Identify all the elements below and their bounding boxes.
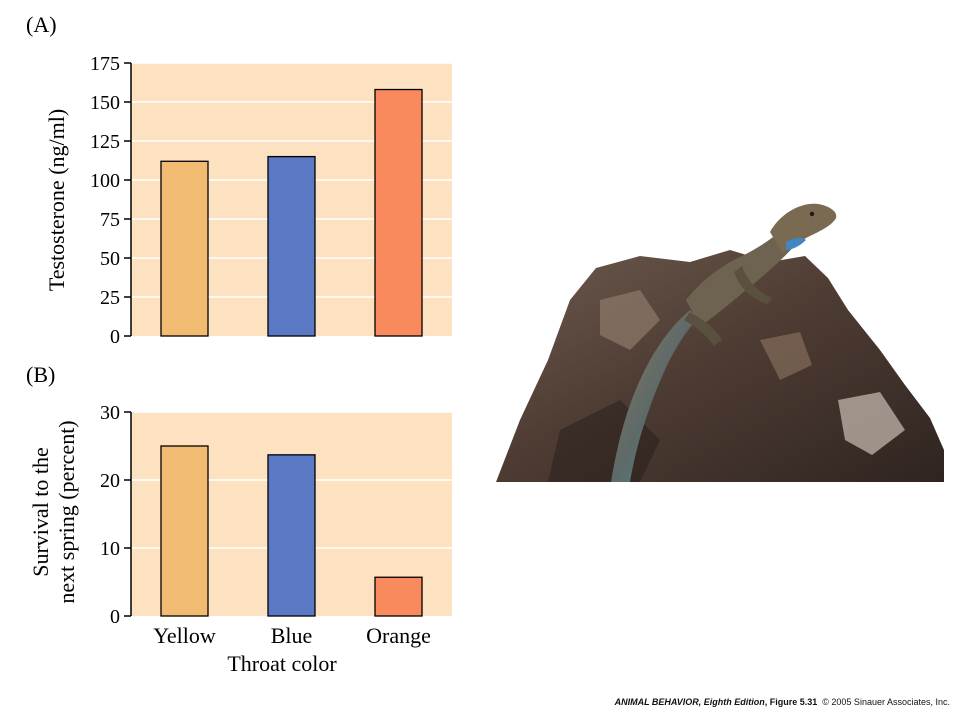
lizard-hind-leg <box>684 312 722 346</box>
y-tick-label: 100 <box>90 170 120 192</box>
bar-yellow <box>160 160 209 337</box>
bars-a <box>160 88 423 337</box>
rock-highlight <box>838 392 905 455</box>
x-tick-label: Yellow <box>153 623 216 648</box>
y-tick-label: 0 <box>110 606 120 628</box>
figure-credit: ANIMAL BEHAVIOR, Eighth Edition, Figure … <box>560 697 950 707</box>
y-tick-label: 175 <box>90 53 120 75</box>
y-axis-title-a: Testosterone (ng/ml) <box>44 109 69 291</box>
y-tick-label: 30 <box>100 402 120 424</box>
y-tick-label: 75 <box>100 209 120 231</box>
bar-yellow <box>160 445 209 617</box>
bar-blue <box>267 155 316 337</box>
credit-book: ANIMAL BEHAVIOR, Eighth Edition <box>614 697 765 707</box>
y-tick-label: 10 <box>100 538 120 560</box>
lizard-on-rock-photo <box>496 203 944 482</box>
panel-label-a: (A) <box>26 12 57 37</box>
y-axis-title-b-line1: Survival to the <box>28 447 53 577</box>
y-tick-label: 125 <box>90 131 120 153</box>
bar-orange <box>374 88 423 337</box>
chart-b: (B) 0 10 20 30 Yellow Blue Orange Survival to… <box>26 362 452 676</box>
y-tick-label: 20 <box>100 470 120 492</box>
x-tick-label: Blue <box>271 623 313 648</box>
rock-highlight <box>600 290 660 350</box>
y-axis-title-b-line2: next spring (percent) <box>54 420 79 603</box>
panel-label-b: (B) <box>26 362 55 387</box>
lizard-eye <box>809 211 815 217</box>
y-tick-label: 0 <box>110 326 120 348</box>
credit-figure: , Figure 5.31 <box>764 697 818 707</box>
y-ticks-b: 0 10 20 30 <box>100 402 131 628</box>
chart-a: (A) 0 25 50 75 100 125 150 175 Testosterone (ng… <box>26 12 452 348</box>
lizard-tail <box>611 310 698 482</box>
bars-b <box>160 445 423 617</box>
lizard-front-leg <box>734 266 772 304</box>
y-tick-label: 25 <box>100 287 120 309</box>
credit-copyright: © 2005 Sinauer Associates, Inc. <box>817 697 950 707</box>
lizard-throat <box>786 237 806 250</box>
bar-orange <box>374 576 423 617</box>
x-axis-title-b: Throat color <box>227 651 337 676</box>
rock-highlight <box>760 332 812 380</box>
lizard-head <box>770 203 837 252</box>
y-tick-label: 50 <box>100 248 120 270</box>
y-ticks-a: 0 25 50 75 100 125 150 175 <box>90 53 131 348</box>
x-tick-label: Orange <box>366 623 431 648</box>
bar-blue <box>267 454 316 617</box>
y-tick-label: 150 <box>90 92 120 114</box>
x-ticks-b: Yellow Blue Orange <box>153 623 431 648</box>
